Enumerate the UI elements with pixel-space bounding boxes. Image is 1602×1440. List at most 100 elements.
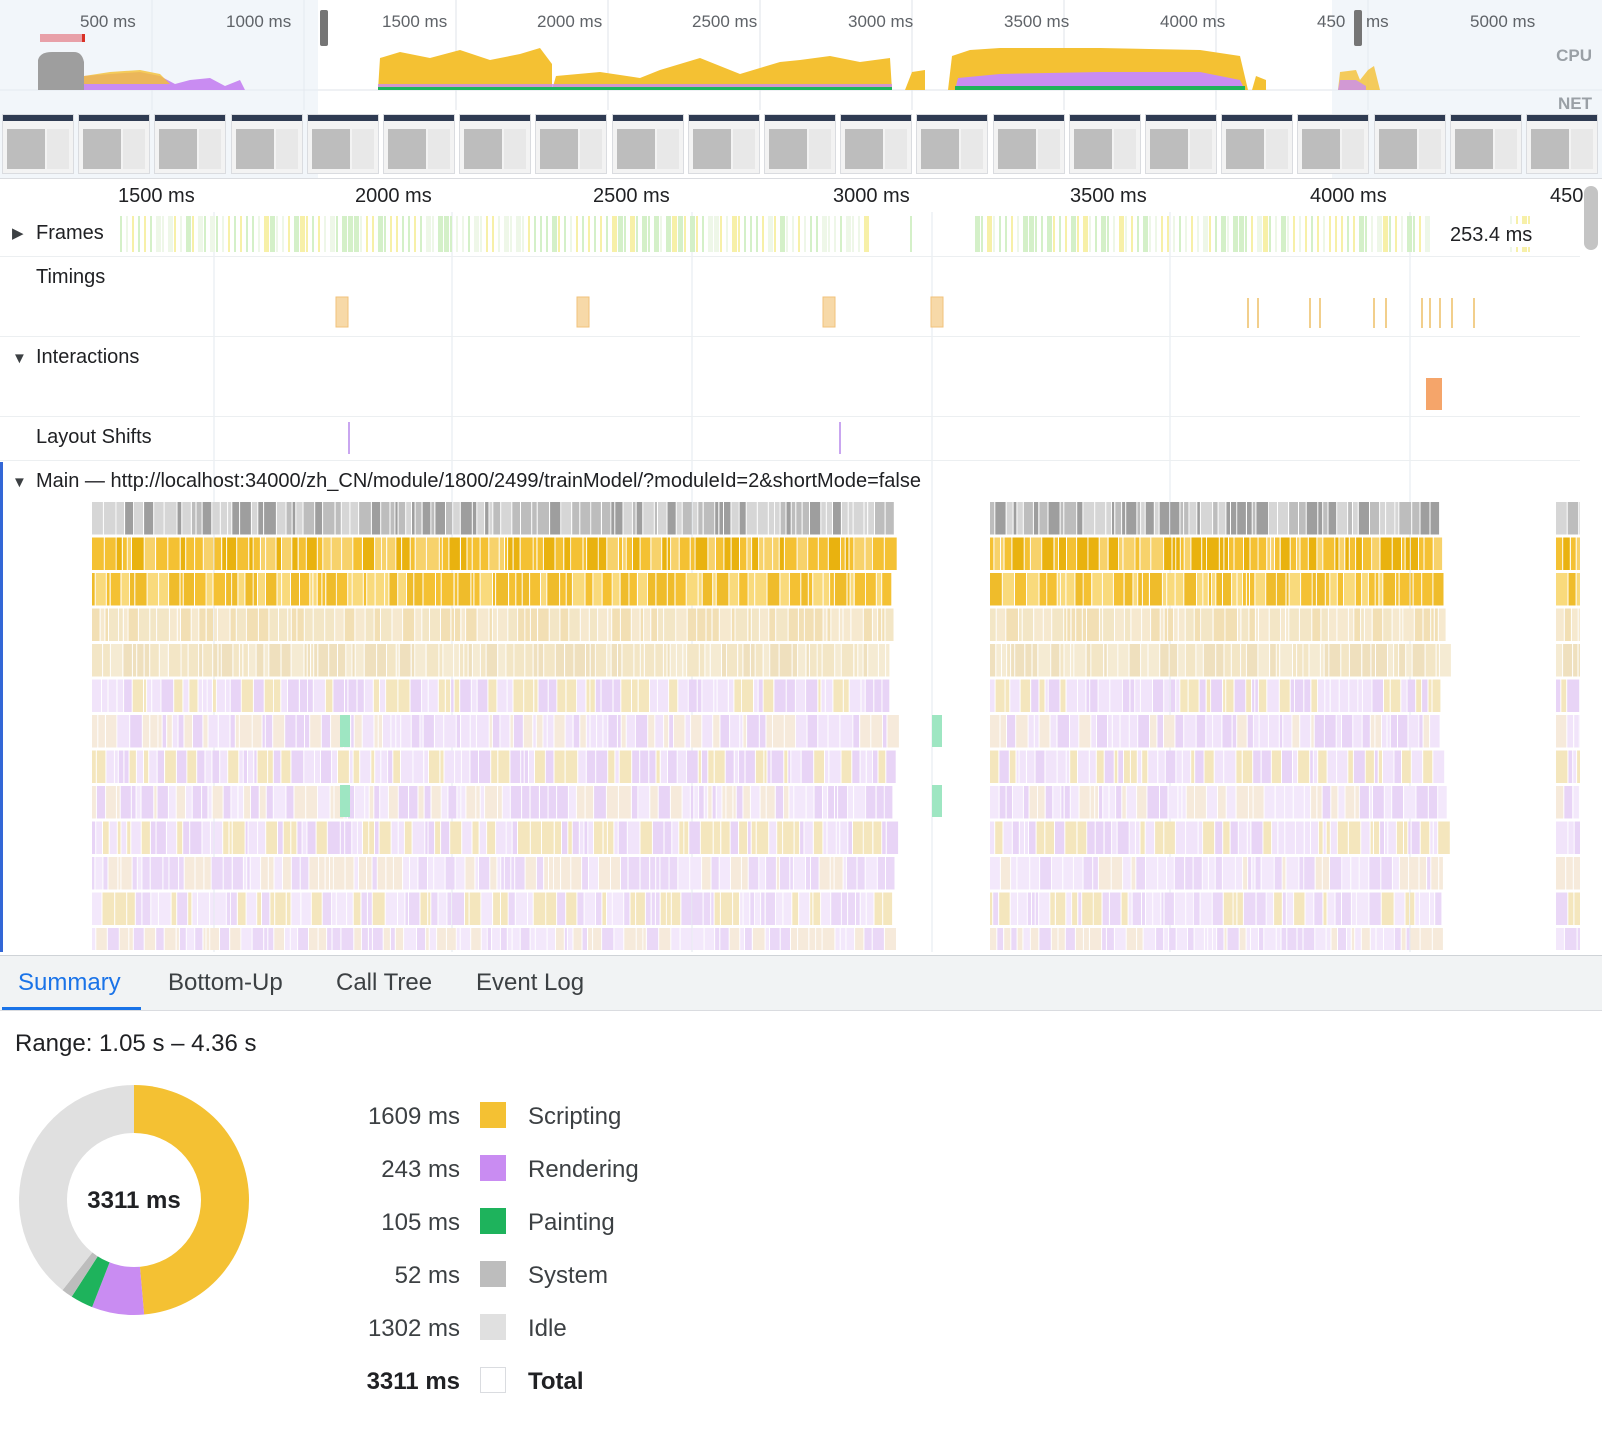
- flame-slice: [692, 892, 703, 925]
- interactions-track-label[interactable]: Interactions: [36, 346, 140, 368]
- flame-slice: [203, 537, 214, 570]
- screenshot-thumbnail[interactable]: [1526, 114, 1598, 174]
- frame-bar: [264, 216, 269, 252]
- collapse-main-triangle-icon[interactable]: ▼: [12, 474, 27, 491]
- frame-bar: [582, 216, 584, 252]
- interactions-track[interactable]: [1420, 376, 1450, 412]
- screenshot-thumbnail[interactable]: [840, 114, 913, 174]
- flame-slice: [806, 786, 814, 819]
- flame-slice: [716, 573, 729, 606]
- screenshot-thumbnail[interactable]: [916, 114, 989, 174]
- screenshot-thumbnail[interactable]: [992, 114, 1065, 174]
- screenshot-thumbnail[interactable]: [154, 114, 227, 174]
- flame-slice: [584, 821, 588, 854]
- flame-slice: [1355, 928, 1361, 950]
- frames-track-label[interactable]: Frames: [36, 222, 104, 244]
- screenshot-thumbnail[interactable]: [459, 114, 532, 174]
- screenshot-thumbnail[interactable]: [687, 114, 760, 174]
- main-track-label[interactable]: Main — http://localhost:34000/zh_CN/modu…: [36, 470, 921, 492]
- screenshot-thumbnail[interactable]: [1373, 114, 1446, 174]
- flame-slice: [318, 644, 329, 677]
- timings-track[interactable]: [0, 296, 1580, 332]
- flame-chart-scrollbar[interactable]: [1584, 186, 1598, 250]
- screenshot-thumbnail[interactable]: [611, 114, 684, 174]
- flame-slice: [1225, 608, 1237, 641]
- flame-slice: [777, 821, 783, 854]
- flame-slice: [1315, 857, 1322, 890]
- flame-slice: [354, 715, 362, 748]
- screenshot-thumbnail[interactable]: [535, 114, 608, 174]
- screenshot-thumbnail[interactable]: [78, 114, 151, 174]
- tab-event-log[interactable]: Event Log: [476, 969, 585, 996]
- flame-slice: [827, 608, 831, 641]
- screenshot-thumbnail[interactable]: [1297, 114, 1370, 174]
- flame-slice: [1095, 502, 1106, 535]
- legend-row-idle: 1302 ms Idle: [300, 1312, 700, 1346]
- flame-slice: [1300, 537, 1308, 570]
- collapse-interactions-triangle-icon[interactable]: ▼: [12, 350, 27, 367]
- flame-slice: [1093, 892, 1102, 925]
- flame-slice: [375, 573, 385, 606]
- flame-slice: [784, 715, 796, 748]
- flame-slice: [1055, 892, 1066, 925]
- screenshot-thumbnail[interactable]: [1145, 114, 1217, 174]
- screenshot-thumbnail[interactable]: [306, 114, 379, 174]
- flame-slice: [1268, 715, 1279, 748]
- flame-slice: [211, 857, 223, 890]
- screenshot-thumbnail[interactable]: [1449, 114, 1522, 174]
- timings-track-label[interactable]: Timings: [36, 266, 106, 288]
- flame-slice: [532, 502, 537, 535]
- flame-slice: [554, 821, 561, 854]
- frame-bar: [1257, 216, 1262, 252]
- timeline-overview[interactable]: 500 ms 1000 ms 1500 ms 2000 ms 2500 ms 3…: [0, 0, 1602, 178]
- flame-slice: [415, 502, 422, 535]
- flame-slice: [218, 715, 230, 748]
- flame-slice: [232, 857, 243, 890]
- flame-slice: [882, 608, 885, 641]
- flame-slice: [487, 821, 496, 854]
- tab-call-tree[interactable]: Call Tree: [336, 969, 433, 996]
- frames-track[interactable]: [120, 216, 1560, 254]
- flame-slice: [1203, 644, 1216, 677]
- flame-slice: [372, 857, 377, 890]
- flame-slice: [840, 928, 846, 950]
- frame-bar: [1143, 216, 1148, 252]
- flame-slice: [415, 644, 426, 677]
- screenshot-thumbnail[interactable]: [2, 114, 74, 174]
- flame-slice: [564, 928, 567, 950]
- flame-slice: [156, 537, 168, 570]
- flame-slice: [422, 679, 428, 712]
- tab-summary[interactable]: Summary: [2, 956, 141, 1010]
- screenshot-thumbnail[interactable]: [764, 114, 836, 174]
- flame-slice: [1369, 892, 1381, 925]
- flame-slice: [119, 608, 123, 641]
- main-thread-flame-chart[interactable]: [0, 500, 1580, 950]
- screenshot-thumbnail[interactable]: [230, 114, 303, 174]
- flame-slice: [702, 857, 711, 890]
- flame-slice: [141, 821, 150, 854]
- flame-slice: [784, 537, 797, 570]
- flame-slice: [1213, 608, 1225, 641]
- flame-slice: [644, 608, 651, 641]
- screenshot-thumbnail[interactable]: [1068, 114, 1141, 174]
- flame-slice: [257, 892, 261, 925]
- flame-slice: [195, 537, 203, 570]
- screenshot-thumbnail[interactable]: [383, 114, 455, 174]
- screenshot-thumbnail[interactable]: [1221, 114, 1294, 174]
- flame-slice: [716, 786, 722, 819]
- legend-row-rendering: 243 ms Rendering: [300, 1153, 700, 1187]
- flame-slice: [1010, 892, 1018, 925]
- screenshot-filmstrip[interactable]: [0, 114, 1602, 176]
- flame-slice: [1276, 928, 1281, 950]
- layout-shifts-track[interactable]: [0, 420, 1580, 458]
- frame-bar: [438, 216, 443, 252]
- expand-frames-triangle-icon[interactable]: ▶: [12, 225, 24, 242]
- flame-slice: [212, 502, 220, 535]
- flame-slice: [500, 715, 510, 748]
- flame-slice: [1285, 821, 1295, 854]
- flame-slice: [454, 608, 461, 641]
- layout-shifts-track-label[interactable]: Layout Shifts: [36, 426, 152, 448]
- flame-slice: [291, 750, 304, 783]
- flame-slice: [1006, 608, 1018, 641]
- tab-bottom-up[interactable]: Bottom-Up: [168, 969, 283, 996]
